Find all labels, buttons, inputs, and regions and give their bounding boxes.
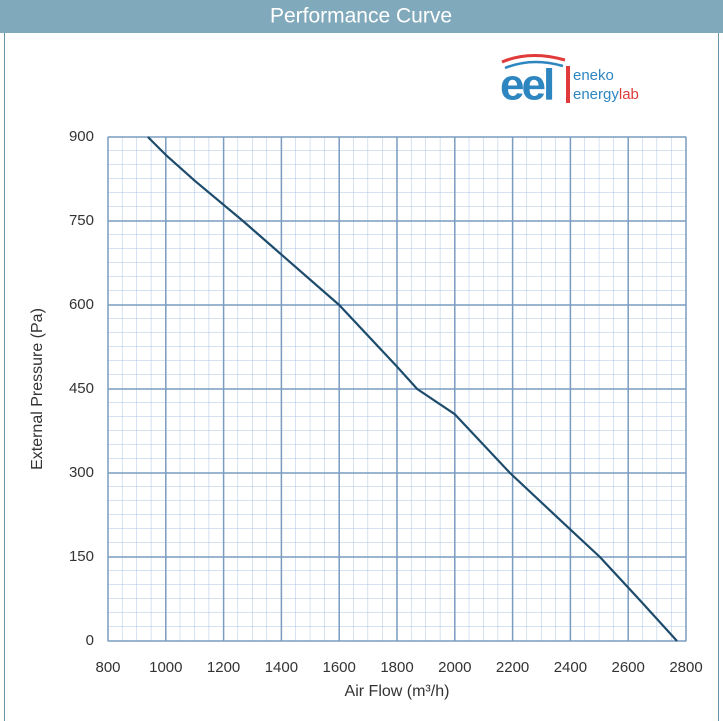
x-tick-label: 2800 [669, 659, 702, 676]
x-tick-label: 1800 [380, 659, 413, 676]
logo-swoosh [504, 60, 564, 70]
x-tick-label: 2000 [438, 659, 471, 676]
x-tick-label: 2200 [496, 659, 529, 676]
x-axis-label: Air Flow (m³/h) [345, 683, 450, 700]
logo-text: energylab [573, 86, 639, 103]
x-tick-label: 1400 [265, 659, 298, 676]
y-tick-label: 600 [69, 296, 94, 313]
logo-mark: eel [500, 61, 553, 110]
x-tick-label: 2600 [612, 659, 645, 676]
logo-text: lab [619, 86, 639, 103]
x-tick-label: 1000 [149, 659, 182, 676]
y-tick-label: 300 [69, 464, 94, 481]
logo-swoosh [501, 53, 566, 64]
y-tick-label: 450 [69, 380, 94, 397]
y-tick-label: 0 [86, 632, 94, 649]
chart-title: Performance Curve [270, 5, 452, 28]
y-tick-label: 150 [69, 548, 94, 565]
curve [147, 136, 678, 642]
y-axis-label: External Pressure (Pa) [29, 308, 46, 470]
y-tick-label: 900 [69, 128, 94, 145]
logo-bar [566, 66, 570, 103]
y-tick-label: 750 [69, 212, 94, 229]
logo-text: energy [573, 86, 619, 103]
x-tick-label: 800 [95, 659, 120, 676]
x-tick-label: 1600 [323, 659, 356, 676]
header-bar [0, 0, 723, 33]
x-tick-label: 1200 [207, 659, 240, 676]
logo: eel eneko energylab [500, 53, 639, 110]
logo-text: eneko [573, 67, 614, 84]
x-tick-label: 2400 [554, 659, 587, 676]
